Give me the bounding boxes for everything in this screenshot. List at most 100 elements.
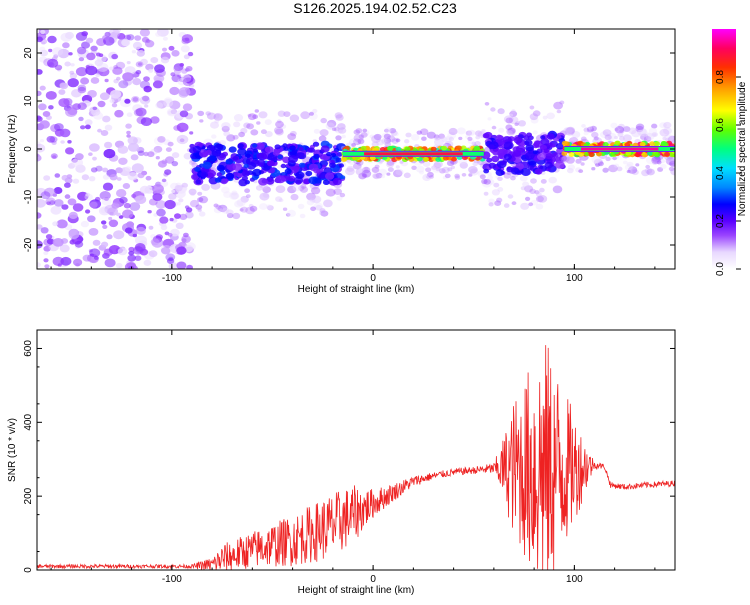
spectrogram-cell bbox=[137, 150, 145, 156]
spectrogram-cell bbox=[157, 160, 167, 168]
spectrogram-cell bbox=[635, 163, 640, 167]
spectrogram-cell bbox=[182, 103, 193, 111]
spectrogram-cell bbox=[259, 192, 270, 201]
snr-y-label: SNR (10 * v/v) bbox=[7, 418, 18, 482]
spectrogram-cell bbox=[59, 244, 70, 253]
spectrogram-cell bbox=[358, 134, 365, 139]
spectrogram-cell bbox=[656, 160, 662, 165]
spectrogram-cell bbox=[37, 116, 43, 122]
spectrogram-cell bbox=[252, 148, 258, 153]
spectrogram-cell bbox=[605, 155, 612, 161]
spectrogram-cell bbox=[548, 176, 557, 184]
spectrogram-cell bbox=[561, 140, 568, 146]
spectrogram-cell bbox=[102, 174, 110, 180]
spectrogram-cell bbox=[166, 258, 175, 264]
spectrogram-cell bbox=[491, 189, 500, 196]
spectrogram-cell bbox=[474, 141, 481, 146]
spectrogram-cell bbox=[49, 200, 56, 205]
spectrogram-cell bbox=[179, 128, 185, 133]
spectrogram-cell bbox=[200, 171, 209, 178]
spectrogram-cell bbox=[645, 164, 651, 169]
spectrogram-cell bbox=[64, 61, 71, 67]
spectrogram-cell bbox=[245, 153, 251, 159]
spectrogram-cell bbox=[115, 262, 123, 269]
x-tick-label: -100 bbox=[162, 574, 182, 585]
spectrogram-cell bbox=[274, 144, 281, 150]
y-tick-label: 0 bbox=[23, 567, 34, 573]
spectrogram-cell bbox=[507, 130, 513, 135]
spectrogram-cell bbox=[124, 166, 132, 172]
spectrogram-cell bbox=[52, 47, 64, 57]
spectrogram-cell bbox=[60, 140, 65, 144]
spectrogram-cell bbox=[99, 92, 110, 101]
spectrogram-cell bbox=[121, 39, 131, 47]
spectrogram-cell bbox=[308, 112, 318, 120]
spectrogram-cell bbox=[628, 127, 637, 135]
spectrogram-cell bbox=[312, 139, 317, 143]
spectrogram-cell bbox=[497, 108, 505, 115]
spectrogram-cell bbox=[651, 132, 658, 137]
spectrogram-cell bbox=[371, 166, 380, 173]
spectrogram-cell bbox=[137, 172, 145, 179]
spectrogram-cell bbox=[275, 175, 286, 184]
spectrogram-cell bbox=[438, 133, 445, 139]
spectrogram-cell bbox=[448, 136, 455, 142]
spectrogram-cell bbox=[596, 160, 603, 165]
spectrogram-cell bbox=[389, 128, 397, 134]
spectrogram-cell bbox=[635, 125, 644, 133]
spectrogram-cell bbox=[118, 215, 124, 219]
spectrogram-cell bbox=[391, 138, 399, 145]
spectrogram-cell bbox=[37, 90, 42, 97]
spectrogram-cell bbox=[467, 129, 476, 136]
spectrogram-cell bbox=[157, 29, 169, 37]
spectrogram-cell bbox=[150, 234, 157, 239]
spectrogram-cell bbox=[360, 145, 367, 151]
spectrogram-cell bbox=[215, 204, 222, 210]
spectrogram-cell bbox=[319, 210, 327, 216]
spectrogram-cell bbox=[588, 126, 593, 130]
spectrogram-cell bbox=[135, 195, 147, 205]
spectrogram-cell bbox=[85, 209, 91, 214]
spectrogram-cell bbox=[185, 211, 194, 219]
spectrogram-cell bbox=[43, 175, 51, 181]
spectrogram-cell bbox=[111, 202, 120, 209]
spectrogram-cell bbox=[217, 206, 224, 212]
spectrogram-cell bbox=[532, 130, 538, 135]
spectrogram-cell bbox=[37, 69, 43, 75]
spectrogram-cell bbox=[221, 122, 231, 130]
spectrogram-cell bbox=[378, 168, 387, 176]
spectrogram-cell bbox=[39, 49, 49, 57]
spectrogram-cell bbox=[384, 128, 389, 133]
spectrogram-cell bbox=[506, 128, 516, 136]
spectrogram-cell bbox=[40, 191, 51, 200]
y-tick-label: 20 bbox=[23, 47, 34, 59]
spectrogram-cell bbox=[433, 134, 441, 141]
spectrogram-cell bbox=[260, 129, 267, 135]
spectrogram-cell bbox=[74, 240, 84, 248]
spectrogram-cell bbox=[599, 131, 609, 139]
spectrogram-cell bbox=[651, 156, 662, 165]
spectrogram-cell bbox=[262, 186, 272, 194]
spectrogram-cell bbox=[187, 51, 194, 57]
spectrogram-cell bbox=[641, 152, 648, 158]
spectrogram-cell bbox=[421, 136, 427, 141]
spectrogram-cell bbox=[497, 187, 504, 192]
spectrogram-cell bbox=[123, 202, 131, 209]
spectrogram-cell bbox=[230, 192, 240, 200]
spectrogram-cell bbox=[399, 160, 404, 164]
spectrogram-cell bbox=[108, 29, 120, 38]
spectrogram-cell bbox=[206, 172, 214, 179]
spectrogram-cell bbox=[111, 103, 118, 108]
spectrogram-cell bbox=[155, 31, 162, 37]
spectrogram-cell bbox=[265, 204, 272, 210]
spectrogram-cell bbox=[40, 227, 49, 234]
spectrogram-cell bbox=[373, 173, 381, 180]
spectrogram-cell bbox=[159, 216, 169, 224]
spectrogram-cell bbox=[346, 159, 352, 164]
spectrogram-cell bbox=[320, 210, 329, 217]
spectrogram-cell bbox=[325, 172, 335, 180]
spectrogram-cell bbox=[543, 148, 550, 154]
spectrogram-cell bbox=[438, 168, 446, 174]
spectrogram-cell bbox=[306, 147, 313, 153]
spectrogram-cell bbox=[420, 128, 429, 136]
